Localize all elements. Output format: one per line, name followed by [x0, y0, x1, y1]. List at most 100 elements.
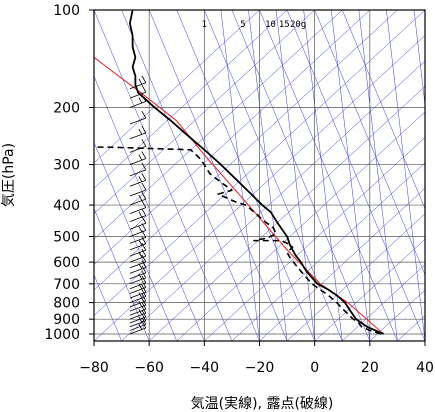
wind-barb: [129, 248, 147, 263]
wind-barb-shaft: [129, 327, 146, 335]
wind-barb-flag: [138, 154, 143, 161]
wind-barb-flag: [141, 260, 147, 268]
reference-line: [94, 56, 384, 335]
mixing-ratio-line: [330, 10, 371, 341]
wind-barb-flag: [141, 275, 147, 283]
mixing-ratio-label: 15: [279, 20, 290, 30]
x-tick-label: 0: [310, 360, 319, 376]
dewpoint-line: [96, 146, 382, 335]
x-tick-label: −20: [245, 360, 275, 376]
wind-barb: [129, 200, 147, 214]
wind-barb-flag: [138, 300, 143, 307]
mixing-ratio-line: [275, 10, 315, 341]
background-reference-lines: [94, 10, 425, 341]
wind-barb-flag: [138, 251, 143, 258]
isotherm-line: [397, 315, 425, 341]
temperature-line: [128, 10, 384, 335]
wind-barb-shaft: [129, 117, 146, 125]
wind-barb-shaft: [129, 189, 146, 197]
dry-adiabat-line: [94, 141, 177, 341]
wind-barb-shaft: [129, 300, 146, 308]
wind-barb-shaft: [129, 255, 146, 263]
y-tick-label: 400: [53, 198, 80, 214]
mixing-ratio-label: 10: [265, 20, 276, 30]
wind-barb-flag: [141, 94, 147, 102]
wind-barb-flag: [141, 248, 147, 257]
mixing-ratio-line: [413, 10, 425, 107]
mixing-ratio-line: [358, 10, 398, 341]
wind-barb-shaft: [129, 261, 146, 269]
wind-barb-shaft: [129, 320, 146, 328]
wind-barb-shaft: [129, 82, 146, 90]
reference-curve: [94, 56, 384, 335]
wind-barb-flag: [138, 128, 143, 135]
wind-barb-flag: [138, 211, 143, 218]
y-tick-label: 700: [53, 277, 80, 293]
x-axis-label: 気温(実線), 露点(破線): [191, 396, 334, 412]
wind-barb-flag: [138, 308, 143, 315]
wind-barb-shaft: [129, 304, 146, 312]
wind-barb-flag: [141, 182, 147, 191]
y-tick-label: 300: [53, 158, 80, 174]
wind-barb-shaft: [129, 316, 146, 324]
wind-barb: [129, 75, 147, 90]
dry-adiabat-line: [94, 75, 205, 341]
wind-barb-flag: [141, 162, 147, 171]
wind-barb-shaft: [129, 236, 146, 244]
wind-barb-flag: [141, 265, 147, 273]
wind-barb: [129, 208, 147, 223]
wind-barb: [129, 84, 147, 99]
wind-barb: [129, 265, 147, 280]
wind-barb-flag: [141, 173, 147, 181]
dry-adiabat-line: [231, 10, 371, 341]
wind-barb-flag: [138, 239, 143, 246]
y-tick-label: 800: [53, 296, 80, 312]
wind-barb-flag: [141, 270, 147, 279]
wind-barb-shaft: [129, 243, 146, 251]
isotherm-line: [121, 60, 425, 341]
wind-barb-shaft: [129, 282, 146, 290]
wind-barb: [129, 313, 147, 328]
x-tick-label: −40: [190, 360, 220, 376]
mixing-ratio-label: 5: [240, 20, 245, 30]
wind-barb-flag: [138, 176, 143, 182]
wind-barb-flag: [138, 226, 143, 233]
wind-barb: [129, 139, 147, 153]
wind-barb-flag: [141, 125, 147, 134]
wind-barb: [129, 94, 147, 108]
mixing-ratio-line: [386, 10, 425, 341]
wind-barb-flag: [141, 236, 147, 245]
x-tick-label: 40: [416, 360, 434, 376]
wind-barb-shaft: [129, 324, 146, 331]
wind-barb-shaft: [129, 207, 146, 214]
dry-adiabat-line: [176, 10, 315, 341]
wind-barb-flag: [138, 316, 143, 323]
mixing-ratio-labels: 1 5 10 15 20g: [202, 20, 307, 30]
isotherm-line: [314, 238, 425, 341]
wind-barb-flag: [141, 216, 147, 224]
mixing-ratio-label: 1: [202, 20, 207, 30]
wind-barb-shaft: [129, 169, 146, 177]
wind-barb-shaft: [129, 91, 146, 99]
sounding-series: [96, 10, 384, 335]
wind-barb: [129, 162, 147, 177]
wind-barb: [129, 182, 147, 197]
x-tick-label: −80: [79, 360, 109, 376]
wind-barb-shaft: [129, 158, 146, 165]
x-tick-label: 20: [361, 360, 379, 376]
wind-barb-flag: [141, 254, 147, 263]
wind-barb-flag: [141, 139, 147, 147]
wind-barb-shaft: [129, 132, 146, 140]
wind-barb-shaft: [129, 215, 146, 223]
wind-barb-flag: [138, 283, 143, 290]
y-tick-label: 900: [53, 312, 80, 328]
wind-barb-flag: [141, 191, 147, 200]
wind-barb: [129, 275, 147, 290]
wind-barb: [129, 191, 147, 206]
grid-lines: [94, 10, 425, 341]
y-tick-label: 200: [53, 101, 80, 117]
dry-adiabat-line: [94, 207, 150, 341]
wind-barb: [129, 254, 147, 269]
y-tick-label: 500: [53, 229, 80, 245]
wind-barb-shaft: [129, 312, 146, 320]
